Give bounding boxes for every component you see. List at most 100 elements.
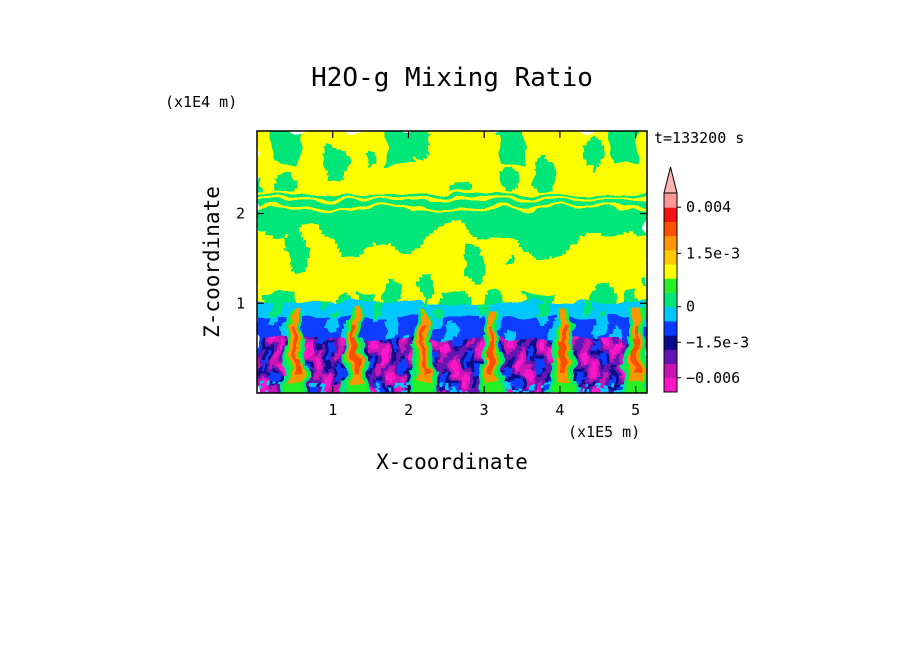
- field-cell: [494, 173, 498, 177]
- field-cell: [410, 233, 414, 237]
- field-cell: [419, 209, 423, 213]
- field-cell: [392, 164, 396, 168]
- field-cell: [611, 152, 615, 156]
- field-cell: [320, 224, 324, 228]
- field-cell: [311, 167, 315, 171]
- field-cell: [428, 206, 432, 210]
- field-cell: [533, 242, 537, 246]
- field-cell: [584, 167, 588, 171]
- field-cell: [317, 209, 321, 213]
- field-cell: [608, 233, 612, 237]
- field-cell: [416, 239, 420, 243]
- field-cell: [473, 158, 477, 162]
- field-cell: [527, 242, 531, 246]
- field-cell: [494, 170, 498, 174]
- field-cell: [284, 170, 288, 174]
- field-cell: [380, 191, 384, 195]
- field-cell: [263, 212, 267, 216]
- field-cell: [275, 206, 279, 210]
- field-cell: [497, 224, 501, 228]
- field-cell: [638, 185, 642, 189]
- field-cell: [584, 230, 588, 234]
- field-cell: [470, 137, 474, 141]
- field-cell: [344, 182, 348, 186]
- field-cell: [548, 137, 552, 141]
- field-cell: [416, 206, 420, 210]
- field-cell: [590, 191, 594, 195]
- field-cell: [326, 209, 330, 213]
- field-cell: [572, 164, 576, 168]
- field-cell: [440, 227, 444, 231]
- field-cell: [623, 230, 627, 234]
- field-cell: [527, 158, 531, 162]
- field-cell: [425, 149, 429, 153]
- field-cell: [347, 194, 351, 198]
- field-cell: [542, 164, 546, 168]
- field-cell: [446, 203, 450, 207]
- field-cell: [461, 155, 465, 159]
- field-cell: [389, 200, 393, 204]
- field-cell: [386, 137, 390, 141]
- field-cell: [404, 158, 408, 162]
- field-cell: [629, 179, 633, 183]
- field-cell: [515, 179, 519, 183]
- field-cell: [578, 167, 582, 171]
- field-cell: [293, 179, 297, 183]
- field-cell: [638, 140, 642, 144]
- field-cell: [566, 203, 570, 207]
- field-cell: [290, 161, 294, 165]
- field-cell: [308, 197, 312, 201]
- field-cell: [605, 227, 609, 231]
- field-cell: [413, 233, 417, 237]
- field-cell: [296, 140, 300, 144]
- field-cell: [416, 197, 420, 201]
- field-cell: [593, 215, 597, 219]
- field-cell: [497, 230, 501, 234]
- field-cell: [560, 230, 564, 234]
- field-cell: [473, 179, 477, 183]
- field-cell: [527, 197, 531, 201]
- field-cell: [269, 179, 273, 183]
- field-cell: [383, 215, 387, 219]
- field-cell: [479, 173, 483, 177]
- field-cell: [392, 170, 396, 174]
- field-cell: [614, 236, 618, 240]
- field-cell: [341, 149, 345, 153]
- field-cell: [413, 188, 417, 192]
- field-cell: [611, 239, 615, 243]
- field-cell: [614, 197, 618, 201]
- field-cell: [326, 152, 330, 156]
- field-cell: [557, 140, 561, 144]
- field-cell: [599, 170, 603, 174]
- field-cell: [638, 203, 642, 207]
- field-cell: [401, 212, 405, 216]
- field-cell: [317, 242, 321, 246]
- field-cell: [611, 155, 615, 159]
- field-cell: [644, 209, 647, 213]
- field-cell: [278, 218, 282, 222]
- field-cell: [410, 182, 414, 186]
- field-cell: [521, 212, 525, 216]
- field-cell: [452, 212, 456, 216]
- field-cell: [572, 182, 576, 186]
- field-cell: [362, 161, 366, 165]
- field-cell: [335, 230, 339, 234]
- field-cell: [518, 203, 522, 207]
- field-cell: [434, 140, 438, 144]
- field-cell: [506, 149, 510, 153]
- field-cell: [290, 224, 294, 228]
- field-cell: [341, 176, 345, 180]
- field-cell: [257, 209, 261, 213]
- field-cell: [488, 173, 492, 177]
- field-cell: [563, 197, 567, 201]
- field-cell: [527, 176, 531, 180]
- field-cell: [584, 212, 588, 216]
- field-cell: [617, 149, 621, 153]
- field-cell: [569, 137, 573, 141]
- field-cell: [338, 170, 342, 174]
- field-cell: [263, 158, 267, 162]
- field-cell: [509, 161, 513, 165]
- field-cell: [563, 239, 567, 243]
- field-cell: [566, 233, 570, 237]
- field-cell: [470, 164, 474, 168]
